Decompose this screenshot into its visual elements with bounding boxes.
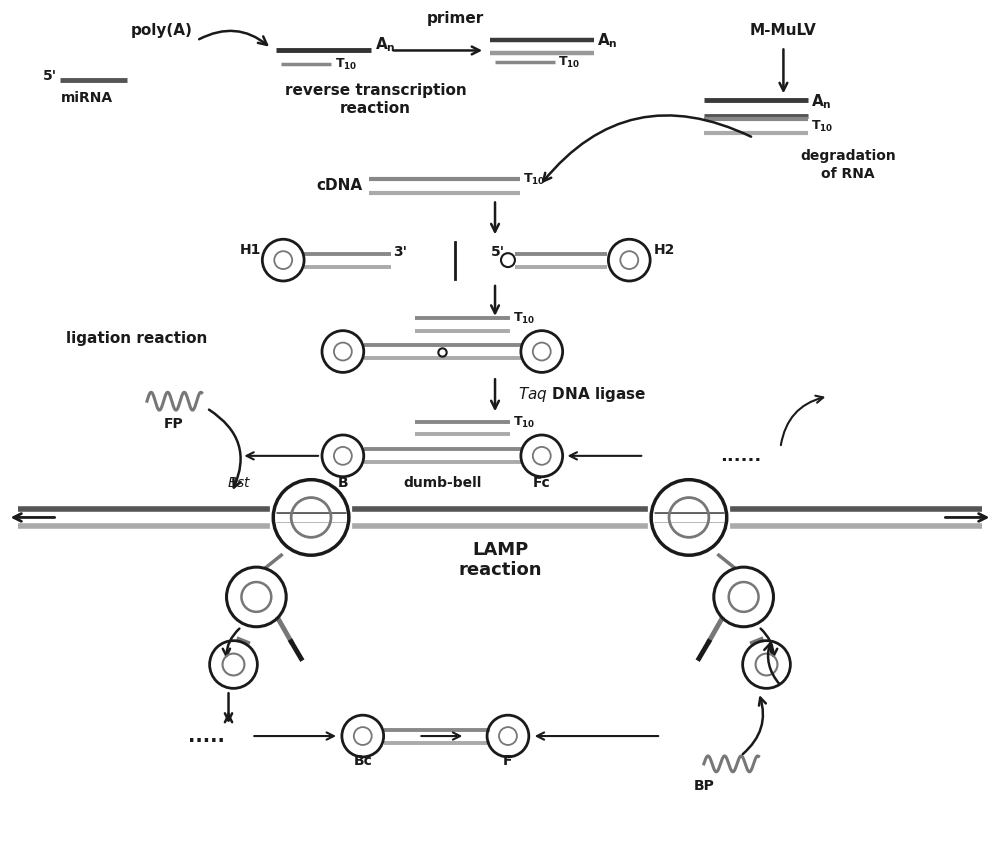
Text: $\mathbf{A_n}$: $\mathbf{A_n}$ — [811, 93, 832, 112]
Text: $\mathbf{T_{10}}$: $\mathbf{T_{10}}$ — [513, 311, 535, 326]
Text: .....: ..... — [188, 727, 225, 746]
FancyArrowPatch shape — [199, 31, 267, 45]
FancyArrowPatch shape — [743, 698, 766, 754]
FancyArrowPatch shape — [543, 115, 751, 181]
Text: $\mathbf{T_{10}}$: $\mathbf{T_{10}}$ — [558, 55, 580, 70]
FancyArrowPatch shape — [764, 644, 780, 684]
Text: Fc: Fc — [533, 475, 551, 489]
Text: cDNA: cDNA — [317, 178, 363, 193]
Text: $\it{Taq}$ DNA ligase: $\it{Taq}$ DNA ligase — [518, 385, 646, 404]
Text: reaction: reaction — [458, 561, 542, 579]
FancyArrowPatch shape — [421, 733, 460, 740]
Text: 5': 5' — [491, 245, 505, 259]
Text: H1: H1 — [240, 243, 261, 257]
FancyArrowPatch shape — [247, 452, 318, 460]
FancyArrowPatch shape — [781, 396, 823, 445]
Text: $\mathbf{T_{10}}$: $\mathbf{T_{10}}$ — [335, 57, 357, 72]
Text: dumb-bell: dumb-bell — [403, 475, 482, 489]
Text: degradation: degradation — [800, 149, 896, 163]
Text: miRNA: miRNA — [61, 91, 113, 105]
Text: reverse transcription: reverse transcription — [285, 83, 467, 98]
Text: 5': 5' — [43, 69, 57, 83]
FancyArrowPatch shape — [761, 629, 777, 656]
Text: B: B — [338, 475, 348, 489]
Text: ......: ...... — [720, 447, 761, 465]
FancyArrowPatch shape — [223, 629, 239, 656]
Text: $\mathbf{A_n}$: $\mathbf{A_n}$ — [597, 31, 618, 50]
FancyArrowPatch shape — [209, 410, 241, 488]
Text: F: F — [503, 754, 513, 768]
Text: 3': 3' — [394, 245, 408, 259]
Text: BP: BP — [693, 779, 714, 792]
Text: $\it{Bst}$: $\it{Bst}$ — [227, 475, 252, 489]
FancyArrowPatch shape — [570, 452, 641, 460]
Text: M-MuLV: M-MuLV — [750, 23, 817, 38]
Text: reaction: reaction — [340, 100, 411, 115]
Text: ligation reaction: ligation reaction — [66, 331, 208, 346]
Text: FP: FP — [164, 417, 184, 431]
Text: $\mathbf{T_{10}}$: $\mathbf{T_{10}}$ — [811, 119, 834, 133]
Text: LAMP: LAMP — [472, 541, 528, 559]
Text: $\mathbf{T_{10}}$: $\mathbf{T_{10}}$ — [513, 415, 535, 430]
Text: of RNA: of RNA — [821, 166, 875, 181]
Text: poly(A): poly(A) — [131, 23, 193, 38]
Text: $\mathbf{A_n}$: $\mathbf{A_n}$ — [375, 36, 395, 54]
Text: Bc: Bc — [353, 754, 372, 768]
Text: $\mathbf{T_{10}}$: $\mathbf{T_{10}}$ — [523, 172, 545, 187]
Text: primer: primer — [427, 11, 484, 26]
Text: H2: H2 — [654, 243, 676, 257]
